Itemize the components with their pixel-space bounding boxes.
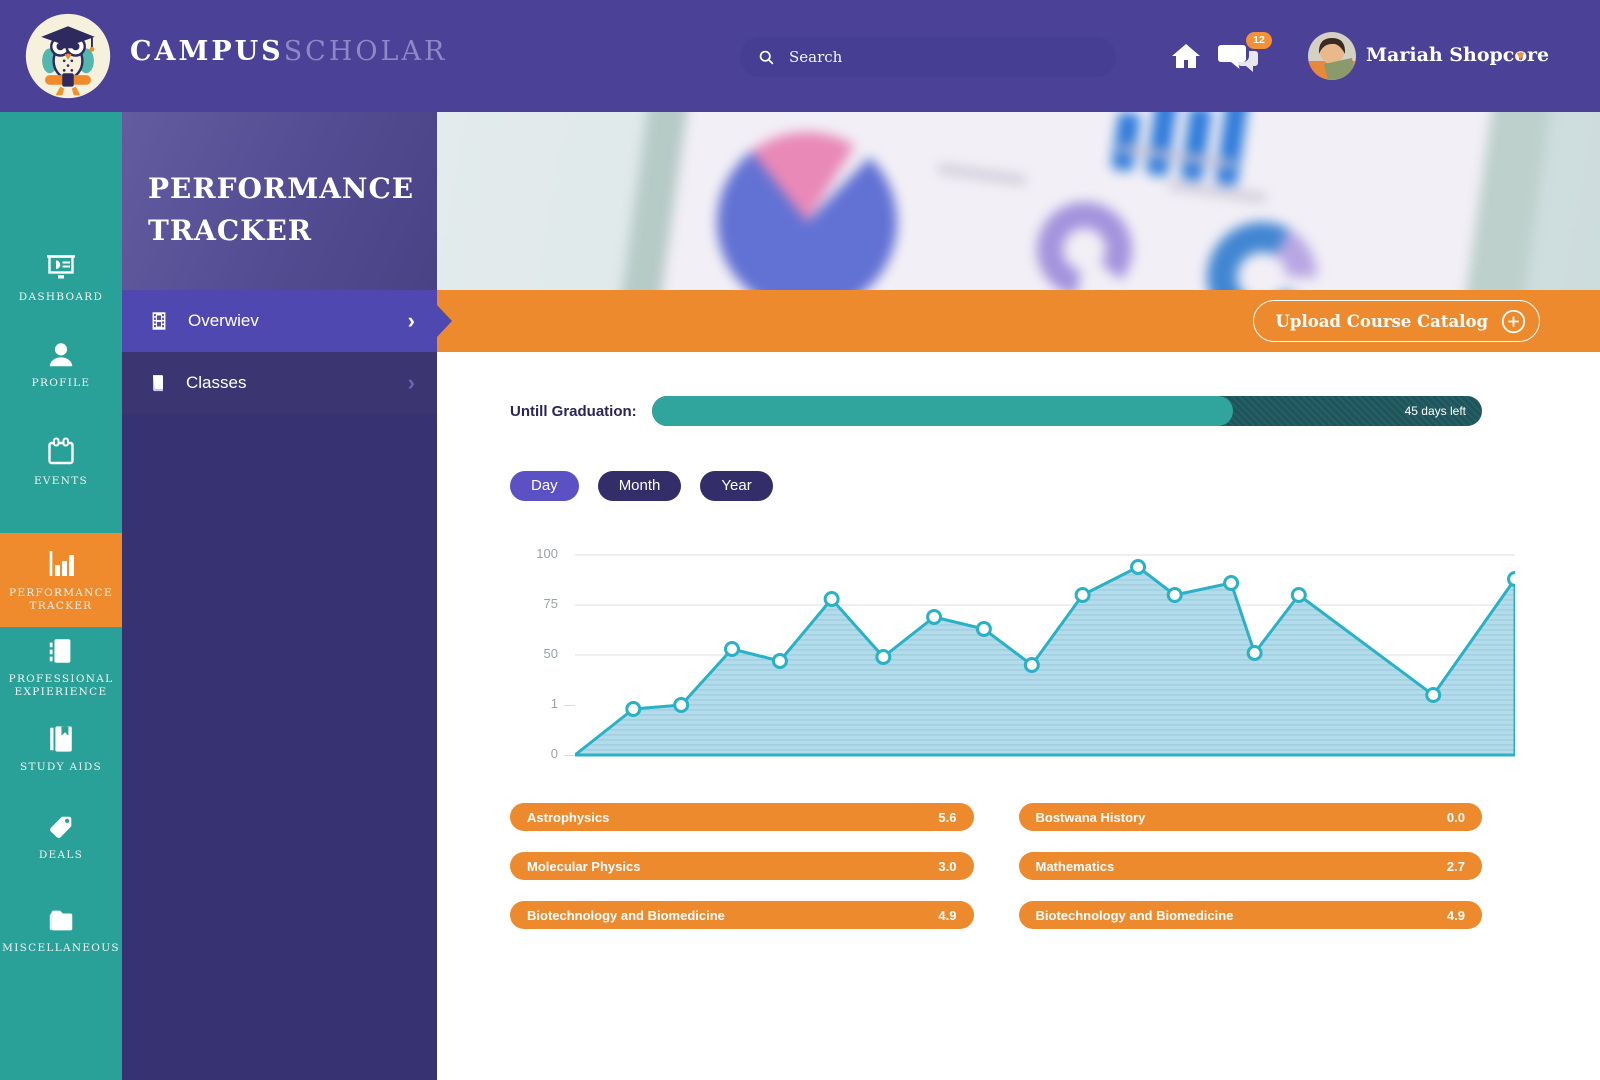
dashboard-icon	[47, 255, 75, 279]
main-content: Upload Course Catalog Untill Graduation:…	[437, 112, 1600, 1080]
course-name: Biotechnology and Biomedicine	[1035, 907, 1234, 923]
course-score: 4.9	[1446, 907, 1465, 923]
search-icon	[759, 50, 774, 64]
submenu-item-classes[interactable]: Classes ›	[122, 352, 437, 414]
brand-secondary: SCHOLAR	[283, 36, 448, 67]
course-pill[interactable]: Mathematics 2.7	[1018, 852, 1482, 880]
course-score: 5.6	[938, 809, 957, 825]
course-name: Mathematics	[1035, 858, 1115, 874]
user-menu[interactable]: Mariah Shopcore	[1366, 44, 1550, 66]
course-pill[interactable]: Astrophysics 5.6	[510, 803, 974, 831]
content-area: Untill Graduation: 45 days left Day Mont…	[437, 352, 1600, 929]
graduation-progress-bar: 45 days left	[652, 396, 1482, 426]
graduation-row: Untill Graduation: 45 days left	[510, 396, 1482, 426]
hero-pie-chart	[717, 132, 897, 290]
owl-logo-icon[interactable]	[22, 10, 114, 102]
chevron-right-icon: ›	[407, 308, 415, 333]
course-pill[interactable]: Molecular Physics 3.0	[510, 852, 974, 880]
upload-button-label: Upload Course Catalog	[1275, 311, 1488, 331]
sidebar-item-label: MISCELLANEOUS	[2, 942, 120, 954]
sidebar-item-label: DASHBOARD	[18, 291, 104, 303]
profile-icon	[49, 343, 73, 367]
sidebar-item-label: PROFESSIONAL EXPIERIENCE	[8, 673, 114, 698]
study-aids-icon	[50, 726, 72, 752]
app-header: CAMPUSSCHOLAR 12	[0, 0, 1600, 112]
miscellaneous-icon	[49, 910, 73, 931]
course-pill[interactable]: Bostwana History 0.0	[1018, 803, 1482, 831]
submenu-item-label: Classes	[186, 373, 247, 392]
submenu-item-label: Overwiev	[188, 311, 259, 330]
course-name: Bostwana History	[1035, 809, 1146, 825]
sidebar-item-profile[interactable]: PROFILE	[0, 340, 122, 404]
course-name: Astrophysics	[527, 809, 610, 825]
tab-month[interactable]: Month	[597, 471, 682, 501]
course-pill[interactable]: Biotechnology and Biomedicine 4.9	[1018, 901, 1482, 929]
course-scores: Astrophysics 5.6 Bostwana History 0.0 Mo…	[510, 803, 1482, 929]
tab-year[interactable]: Year	[700, 471, 773, 501]
sidebar-item-performance-tracker[interactable]: PERFORMANCE TRACKER	[0, 533, 122, 627]
sidebar-item-deals[interactable]: DEALS	[0, 812, 122, 876]
upload-course-catalog-button[interactable]: Upload Course Catalog	[1252, 300, 1540, 342]
primary-sidebar: DASHBOARD PROFILE EVENTS PERF	[0, 112, 122, 1080]
period-tabs: Day Month Year	[510, 471, 1600, 501]
performance-chart-svg	[575, 554, 1515, 757]
notification-badge: 12	[1246, 32, 1272, 49]
hero-analytics-photo	[437, 112, 1600, 290]
sidebar-item-label: PROFILE	[31, 377, 91, 389]
plus-circle-icon	[1501, 309, 1526, 333]
brand-primary: CAMPUS	[130, 36, 284, 67]
chart-y-axis: 100 75 50 1 0	[510, 541, 575, 765]
course-name: Molecular Physics	[527, 858, 641, 874]
chevron-right-icon: ›	[407, 370, 415, 395]
brand: CAMPUSSCHOLAR	[130, 36, 447, 67]
tab-day[interactable]: Day	[510, 471, 579, 501]
sidebar-item-events[interactable]: EVENTS	[0, 436, 122, 502]
page-title: PERFORMANCE TRACKER	[122, 112, 437, 290]
graduation-days-left: 45 days left	[1404, 404, 1466, 418]
events-icon	[48, 437, 74, 465]
sidebar-item-label: PERFORMANCE TRACKER	[9, 586, 113, 612]
performance-icon	[49, 550, 74, 576]
sidebar-item-study-aids[interactable]: STUDY AIDS	[0, 724, 122, 788]
hero-image	[437, 112, 1600, 290]
secondary-sidebar: PERFORMANCE TRACKER Overwiev ›	[122, 112, 452, 1080]
experience-icon	[49, 639, 71, 663]
sidebar-item-label: EVENTS	[33, 475, 89, 487]
sidebar-item-dashboard[interactable]: DASHBOARD	[0, 252, 122, 324]
course-name: Biotechnology and Biomedicine	[527, 907, 725, 923]
graduation-progress-fill	[652, 396, 1233, 426]
hero-donut-chart-purple	[1037, 202, 1132, 290]
messages-icon[interactable]	[1218, 42, 1260, 76]
course-score: 0.0	[1446, 809, 1465, 825]
deals-icon	[49, 816, 72, 839]
sidebar-item-label: STUDY AIDS	[19, 761, 103, 773]
chevron-down-icon[interactable]: ▼	[1514, 48, 1527, 63]
course-score: 3.0	[938, 858, 957, 874]
performance-chart: 100 75 50 1 0	[510, 541, 1515, 765]
course-score: 2.7	[1446, 858, 1465, 874]
submenu-item-overview[interactable]: Overwiev ›	[122, 290, 452, 352]
sidebar-item-miscellaneous[interactable]: MISCELLANEOUS	[0, 905, 122, 967]
avatar[interactable]	[1308, 32, 1356, 80]
sidebar-item-professional-experience[interactable]: PROFESSIONAL EXPIERIENCE	[0, 636, 122, 706]
overview-icon	[148, 310, 170, 332]
action-bar: Upload Course Catalog	[437, 290, 1600, 352]
classes-icon	[148, 373, 168, 393]
search-bar[interactable]	[740, 37, 1116, 77]
graduation-label: Untill Graduation:	[510, 402, 637, 420]
course-pill[interactable]: Biotechnology and Biomedicine 4.9	[510, 901, 974, 929]
search-input[interactable]	[787, 47, 1098, 67]
sidebar-item-label: DEALS	[38, 849, 84, 861]
home-icon[interactable]	[1170, 40, 1202, 72]
course-score: 4.9	[938, 907, 957, 923]
